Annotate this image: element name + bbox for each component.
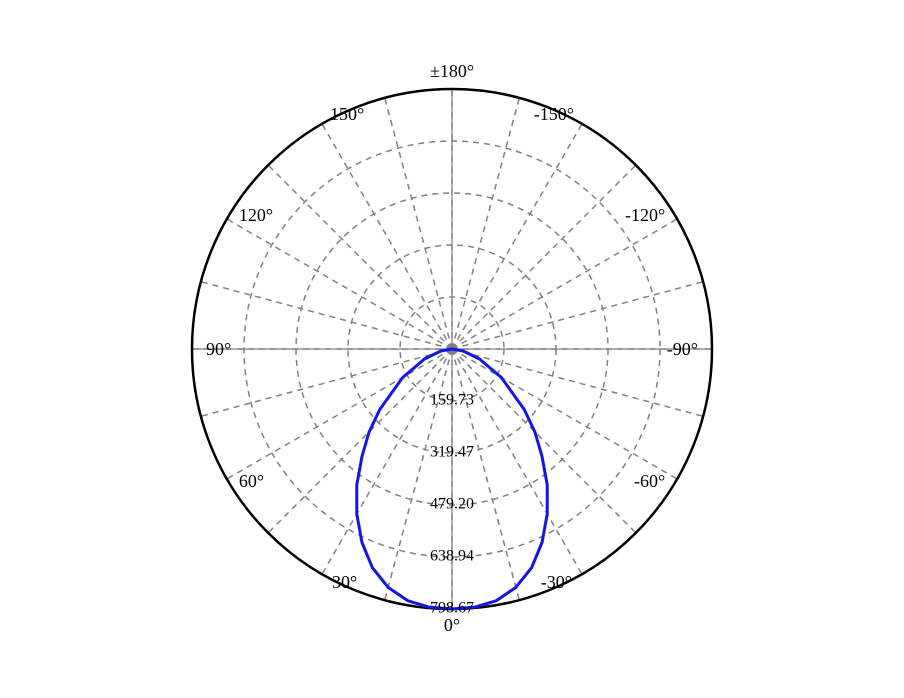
angle-label: -90° [667, 339, 698, 359]
radial-tick-label: 479.20 [430, 496, 474, 513]
angle-label: 150° [330, 104, 364, 124]
radial-tick-label: 159.73 [430, 392, 474, 409]
angle-label: 0° [444, 615, 460, 635]
angle-label: ±180° [430, 61, 474, 81]
angle-label: 90° [206, 339, 231, 359]
angle-label: -60° [634, 471, 665, 491]
angle-label: -120° [625, 205, 665, 225]
radial-tick-label: 638.94 [430, 548, 474, 565]
angle-label: -30° [541, 572, 572, 592]
angle-label: 120° [239, 205, 273, 225]
angle-label: 30° [332, 572, 357, 592]
angle-label: -150° [534, 104, 574, 124]
radial-tick-label: 319.47 [430, 444, 474, 461]
angle-label: 60° [239, 471, 264, 491]
polar-chart: 159.73319.47479.20638.94798.670°30°60°90… [0, 0, 904, 698]
